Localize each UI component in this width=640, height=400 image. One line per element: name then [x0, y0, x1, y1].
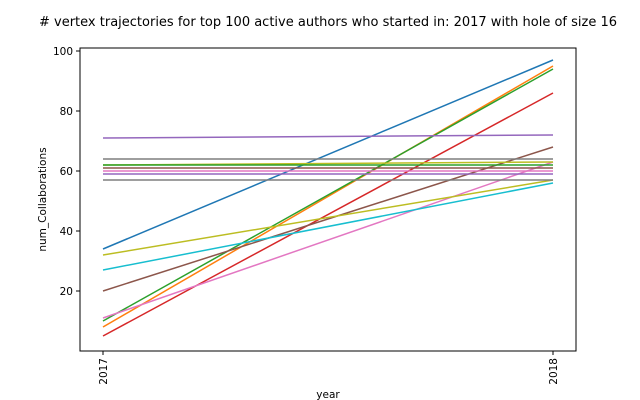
series-layer: [102, 59, 554, 337]
x-tick-label: 2017: [98, 358, 110, 385]
y-axis-label: num_Collaborations: [37, 147, 49, 251]
series-line-1: [102, 59, 554, 250]
series-line-10: [102, 182, 554, 271]
y-tick-label: 80: [60, 106, 73, 118]
y-tick-label: 20: [60, 286, 73, 298]
series-line-3: [102, 68, 554, 322]
x-tick-label: 2018: [548, 358, 560, 385]
y-tick-label: 100: [53, 46, 73, 58]
x-ticks: 2017 2018: [98, 351, 560, 385]
x-axis-label: year: [316, 389, 340, 400]
series-line-7: [102, 161, 554, 319]
plot-frame: [79, 47, 577, 352]
series-line-4: [102, 92, 554, 337]
chart-title: # vertex trajectories for top 100 active…: [39, 15, 617, 30]
y-tick-label: 60: [60, 166, 73, 178]
series-line-2: [102, 65, 554, 328]
y-tick-label: 40: [60, 226, 73, 238]
y-ticks: 20 40 60 80 100: [53, 46, 80, 298]
series-line-5: [102, 134, 554, 139]
series-line-9: [102, 179, 554, 256]
